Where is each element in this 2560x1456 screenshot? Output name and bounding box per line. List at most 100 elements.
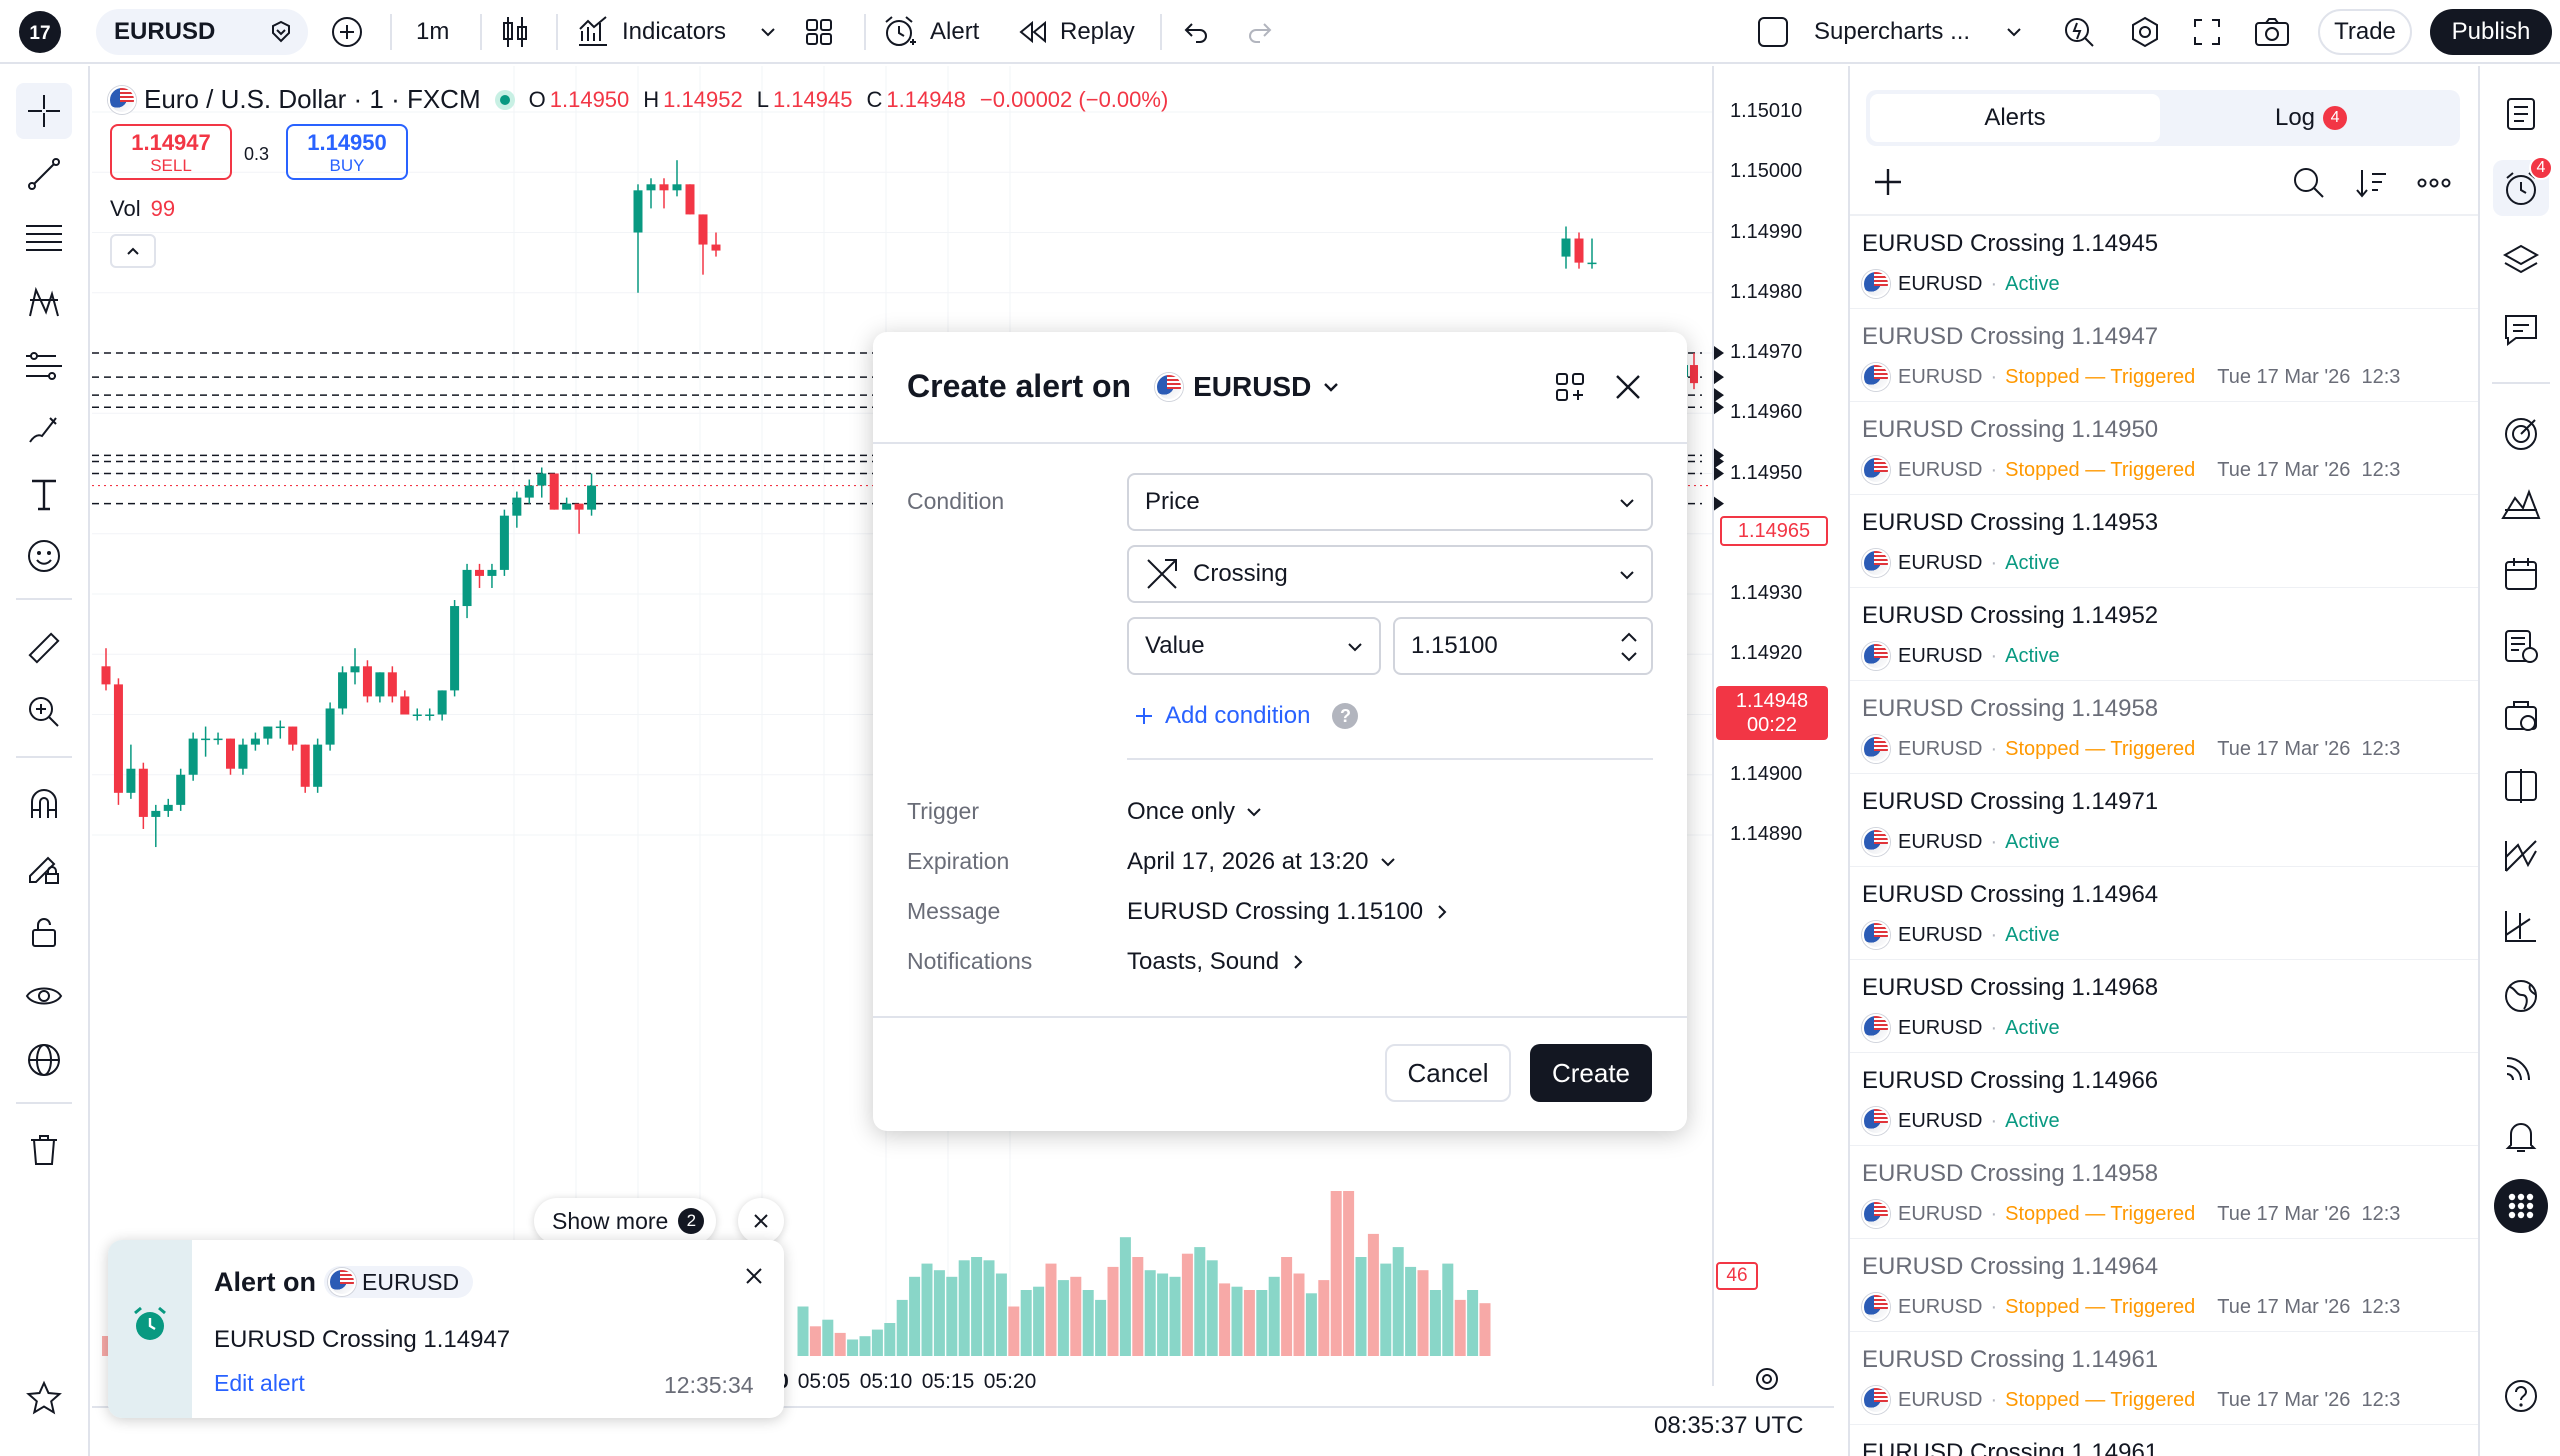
fib-retracement-icon[interactable]: [16, 210, 72, 266]
candles-icon[interactable]: [500, 0, 530, 64]
news-icon[interactable]: [2493, 618, 2549, 674]
layout-name[interactable]: Supercharts ...: [1814, 18, 1971, 45]
trend-line-icon[interactable]: [16, 146, 72, 202]
publish-button[interactable]: Publish: [2430, 9, 2552, 55]
target-icon[interactable]: [2493, 406, 2549, 462]
buy-button[interactable]: 1.14950 BUY: [286, 124, 408, 180]
trade-button[interactable]: Trade: [2318, 9, 2412, 55]
favorites-star-icon[interactable]: [16, 1370, 72, 1426]
symbol-search-button[interactable]: EURUSD: [96, 9, 308, 55]
sell-button[interactable]: 1.14947 SELL: [110, 124, 232, 180]
alert-list-item[interactable]: EURUSD Crossing 1.14953 EURUSD · Active: [1850, 495, 2478, 588]
quick-search-icon[interactable]: [2062, 0, 2096, 64]
utc-clock[interactable]: 08:35:37 UTC: [1654, 1412, 1804, 1439]
alert-list-item[interactable]: EURUSD Crossing 1.14964 EURUSD · Active: [1850, 867, 2478, 960]
show-more-button[interactable]: Show more 2: [534, 1198, 717, 1244]
help-icon[interactable]: ?: [1332, 703, 1359, 729]
zoom-in-icon[interactable]: [16, 684, 72, 740]
dialog-close-icon[interactable]: [1613, 372, 1643, 407]
alert-list-item[interactable]: EURUSD Crossing 1.14952 EURUSD · Active: [1850, 588, 2478, 681]
add-symbol-icon[interactable]: [330, 0, 364, 64]
chevron-down-icon[interactable]: [758, 0, 778, 64]
price-axis[interactable]: 1.15010 1.15000 1.14990 1.14980 1.14970 1.149…: [1712, 66, 1834, 1386]
more-options-icon[interactable]: [2416, 166, 2452, 205]
indicators-button[interactable]: Indicators: [576, 0, 726, 64]
compare-icon[interactable]: [2493, 758, 2549, 814]
strategy-tester-icon[interactable]: [2493, 828, 2549, 884]
alert-list-item[interactable]: EURUSD Crossing 1.14947 EURUSD · Stopped — …: [1850, 309, 2478, 402]
symbol-title[interactable]: Euro / U.S. Dollar · 1 · FXCM: [144, 84, 481, 114]
lock-drawing-icon[interactable]: [16, 840, 72, 896]
eye-icon[interactable]: [16, 968, 72, 1024]
object-tree-icon[interactable]: [2493, 232, 2549, 288]
alert-list-item[interactable]: EURUSD Crossing 1.14945 EURUSD · Active: [1850, 216, 2478, 309]
tab-alerts[interactable]: Alerts: [1870, 94, 2160, 142]
alert-list-item[interactable]: EURUSD Crossing 1.14964 EURUSD · Stopped — …: [1850, 1239, 2478, 1332]
alert-list-item[interactable]: EURUSD Crossing 1.14968 EURUSD · Active: [1850, 960, 2478, 1053]
layout-menu-chevron-icon[interactable]: [2004, 0, 2024, 64]
dialog-symbol-selector[interactable]: EURUSD: [1155, 371, 1341, 403]
alert-list-item[interactable]: EURUSD Crossing 1.14958 EURUSD · Stopped — …: [1850, 1146, 2478, 1239]
screener-icon[interactable]: [2493, 688, 2549, 744]
search-icon[interactable]: [2292, 166, 2326, 205]
camera-icon[interactable]: [2254, 0, 2290, 64]
streams-icon[interactable]: [2493, 1038, 2549, 1094]
magnet-icon[interactable]: [16, 776, 72, 832]
undo-icon[interactable]: [1182, 0, 1210, 64]
crosshair-icon[interactable]: [16, 83, 72, 139]
trash-icon[interactable]: [16, 1122, 72, 1178]
community-globe-icon[interactable]: [2493, 968, 2549, 1024]
value-input[interactable]: 1.15100: [1393, 617, 1653, 675]
market-status-icon[interactable]: [494, 89, 515, 110]
alert-list-item[interactable]: EURUSD Crossing 1.14961 EURUSD · Stopped — …: [1850, 1332, 2478, 1425]
patterns-icon[interactable]: [16, 274, 72, 330]
multi-symbol-icon[interactable]: [1553, 370, 1587, 409]
brush-icon[interactable]: [16, 402, 72, 458]
calendar-icon[interactable]: [2493, 546, 2549, 602]
ruler-icon[interactable]: [16, 620, 72, 676]
edit-alert-link[interactable]: Edit alert: [214, 1370, 305, 1396]
settings-icon[interactable]: [2128, 0, 2162, 64]
alert-list-item[interactable]: EURUSD Crossing 1.14971 EURUSD · Active: [1850, 774, 2478, 867]
favorite-icon[interactable]: [268, 19, 294, 52]
alert-price-label[interactable]: 1.14965: [1720, 516, 1828, 546]
tab-log[interactable]: Log 4: [2166, 94, 2456, 142]
condition-operator-select[interactable]: Crossing: [1127, 545, 1653, 603]
trigger-select[interactable]: Once only: [1127, 798, 1263, 826]
dismiss-all-close-icon[interactable]: [738, 1198, 784, 1244]
sort-icon[interactable]: [2354, 166, 2388, 205]
notifications-link[interactable]: Toasts, Sound: [1127, 948, 1307, 976]
fullscreen-icon[interactable]: [2192, 0, 2222, 64]
condition-source-select[interactable]: Price: [1127, 473, 1653, 531]
layouts-icon[interactable]: [804, 0, 834, 64]
alert-list-item[interactable]: EURUSD Crossing 1.14950 EURUSD · Stopped — …: [1850, 402, 2478, 495]
alert-list-item[interactable]: EURUSD Crossing 1.14966 EURUSD · Active: [1850, 1053, 2478, 1146]
watchlist-icon[interactable]: [2493, 86, 2549, 142]
redo-icon[interactable]: [1246, 0, 1274, 64]
prediction-icon[interactable]: [16, 338, 72, 394]
toast-symbol-chip[interactable]: EURUSD: [324, 1266, 474, 1298]
alerts-clock-icon[interactable]: 4: [2493, 156, 2553, 216]
add-alert-plus-icon[interactable]: [1872, 166, 1904, 203]
chart-settings-gear-icon[interactable]: [1752, 1364, 1782, 1399]
help-center-icon[interactable]: [2493, 1368, 2549, 1424]
message-link[interactable]: EURUSD Crossing 1.15100: [1127, 898, 1451, 926]
chat-icon[interactable]: [2493, 302, 2549, 358]
cancel-button[interactable]: Cancel: [1385, 1044, 1511, 1102]
toast-close-icon[interactable]: [744, 1266, 764, 1291]
collapse-legend-chevron-up-icon[interactable]: [110, 234, 156, 268]
tradingview-logo[interactable]: 17: [18, 0, 62, 64]
alert-button[interactable]: Alert: [882, 0, 979, 64]
notifications-bell-icon[interactable]: [2493, 1108, 2549, 1164]
add-condition-button[interactable]: Add condition ?: [1135, 702, 1359, 730]
emoji-icon[interactable]: [16, 528, 72, 584]
text-icon[interactable]: [16, 466, 72, 522]
create-button[interactable]: Create: [1530, 1044, 1652, 1102]
expiration-select[interactable]: April 17, 2026 at 13:20: [1127, 848, 1397, 876]
products-grid-icon[interactable]: [2493, 1178, 2549, 1234]
globe-icon[interactable]: [16, 1032, 72, 1088]
alert-list-item[interactable]: EURUSD Crossing 1.14958 EURUSD · Stopped — …: [1850, 681, 2478, 774]
interval-button[interactable]: 1m: [416, 18, 450, 45]
layout-checkbox-icon[interactable]: [1756, 0, 1790, 64]
